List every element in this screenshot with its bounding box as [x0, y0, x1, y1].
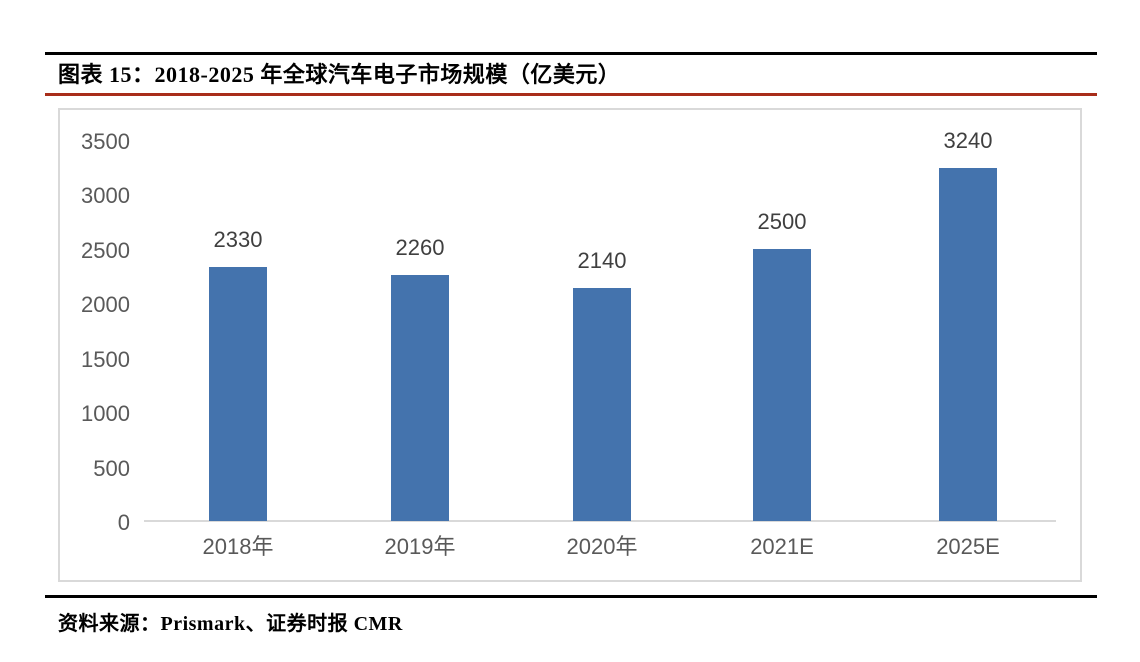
y-tick-label: 1500 — [81, 346, 130, 372]
x-tick-label: 2018年 — [202, 534, 274, 559]
bottom-divider — [45, 595, 1097, 598]
top-divider — [45, 52, 1097, 55]
bar-value-label: 2140 — [577, 248, 627, 273]
y-tick-label: 2500 — [81, 237, 130, 263]
bar-value-label: 2330 — [213, 227, 263, 252]
y-tick-label: 500 — [93, 455, 130, 481]
bar-2020年 — [573, 288, 631, 521]
x-tick-label: 2020年 — [566, 534, 638, 559]
bar-2019年 — [391, 275, 449, 521]
x-tick-label: 2019年 — [384, 534, 456, 559]
source-citation: 资料来源：Prismark、证券时报 CMR — [58, 613, 403, 635]
bar-value-label: 3240 — [943, 128, 993, 153]
figure-title: 图表 15：2018-2025 年全球汽车电子市场规模（亿美元） — [58, 62, 621, 87]
chart-area: 0 500 1000 1500 2000 2500 3000 3500 2330 2018年 226… — [58, 108, 1082, 582]
x-tick-label: 2025E — [936, 534, 1000, 559]
x-axis-line — [144, 520, 1056, 522]
bar-2025E — [939, 168, 997, 521]
bar-2018年 — [209, 267, 267, 521]
y-tick-label: 3500 — [81, 129, 130, 154]
y-tick-label: 3000 — [81, 183, 130, 209]
x-tick-label: 2021E — [750, 534, 814, 559]
y-tick-label: 0 — [117, 510, 130, 535]
title-underline — [45, 93, 1097, 96]
bar-value-label: 2500 — [757, 209, 807, 234]
y-tick-label: 1000 — [81, 401, 130, 427]
y-tick-label: 2000 — [81, 292, 130, 318]
plot-area: 0 500 1000 1500 2000 2500 3000 3500 2330 2018年 226… — [60, 110, 1080, 580]
bar-value-label: 2260 — [395, 235, 445, 260]
bar-2021E — [753, 249, 811, 521]
